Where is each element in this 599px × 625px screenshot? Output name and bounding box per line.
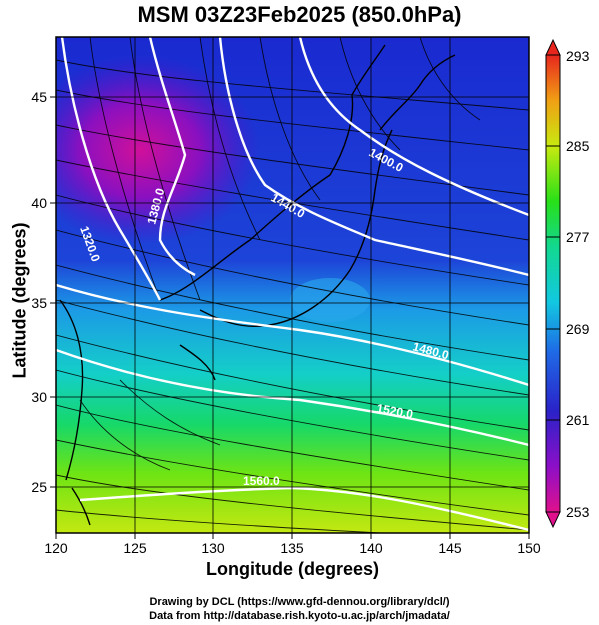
x-tick-label: 140 <box>359 540 383 556</box>
colorbar-labels: 293 285 277 269 261 253 <box>566 48 590 520</box>
colorbar-tick-label: 293 <box>566 48 590 64</box>
contour-1440 <box>218 37 529 277</box>
colorbar-max-arrow <box>545 38 561 56</box>
wind-streamlines <box>56 37 529 533</box>
warm-patch <box>290 278 370 322</box>
y-tick-label: 45 <box>31 89 47 105</box>
coastline-japan-honshu <box>199 129 393 327</box>
colorbar-tick-label: 253 <box>566 504 590 520</box>
coastline-kyushu <box>179 344 216 381</box>
y-ticks <box>50 96 56 488</box>
x-axis-label: Longitude (degrees) <box>205 559 379 579</box>
map-plot-area: 1320.0 1380.0 1440.0 1400.0 1480.0 1520.… <box>56 37 529 533</box>
colorbar-tick-label: 269 <box>566 321 590 337</box>
y-axis-label: Latitude (degrees) <box>9 222 30 379</box>
contour-1520 <box>56 348 529 447</box>
y-tick-labels: 25 30 35 40 45 <box>31 89 47 495</box>
x-tick-label: 120 <box>44 540 68 556</box>
credit-data: Data from http://database.rish.kyoto-u.a… <box>149 610 450 622</box>
x-tick-label: 135 <box>280 540 304 556</box>
contour-label-1520: 1520.0 <box>375 401 414 421</box>
y-tick-label: 35 <box>31 295 47 311</box>
coastline-china-east <box>59 299 84 481</box>
coastline-mainland-asia <box>159 44 386 301</box>
colorbar-tick-label: 277 <box>566 229 590 245</box>
contour-label-1560: 1560.0 <box>243 474 280 488</box>
contour-1400 <box>298 37 529 217</box>
map-title: MSM 03Z23Feb2025 (850.0hPa) <box>137 2 462 27</box>
colorbar-scale <box>545 54 561 513</box>
contour-1480 <box>56 283 529 387</box>
y-tick-label: 25 <box>31 479 47 495</box>
colorbar: 293 285 277 269 261 253 <box>545 38 590 529</box>
credit-drawing: Drawing by DCL (https://www.gfd-dennou.o… <box>149 596 450 608</box>
colorbar-tick-label: 285 <box>566 138 590 154</box>
cold-air-core <box>56 55 260 245</box>
coastlines <box>59 44 456 526</box>
y-tick-label: 30 <box>31 389 47 405</box>
x-tick-label: 130 <box>201 540 225 556</box>
lat-lon-grid <box>56 37 529 533</box>
y-tick-label: 40 <box>31 195 47 211</box>
colorbar-min-arrow <box>545 511 561 529</box>
contour-1320 <box>60 37 162 301</box>
x-ticks <box>55 533 530 539</box>
x-tick-label: 150 <box>517 540 541 556</box>
colorbar-tick-label: 261 <box>566 412 590 428</box>
contour-1560 <box>79 486 529 532</box>
x-tick-label: 125 <box>123 540 147 556</box>
x-tick-labels: 120 125 130 135 140 145 150 <box>44 540 541 556</box>
coastline-taiwan <box>71 487 91 526</box>
height-contours <box>56 37 529 532</box>
coastline-hokkaido <box>379 54 456 131</box>
x-tick-label: 145 <box>438 540 462 556</box>
contour-1380 <box>148 37 196 277</box>
